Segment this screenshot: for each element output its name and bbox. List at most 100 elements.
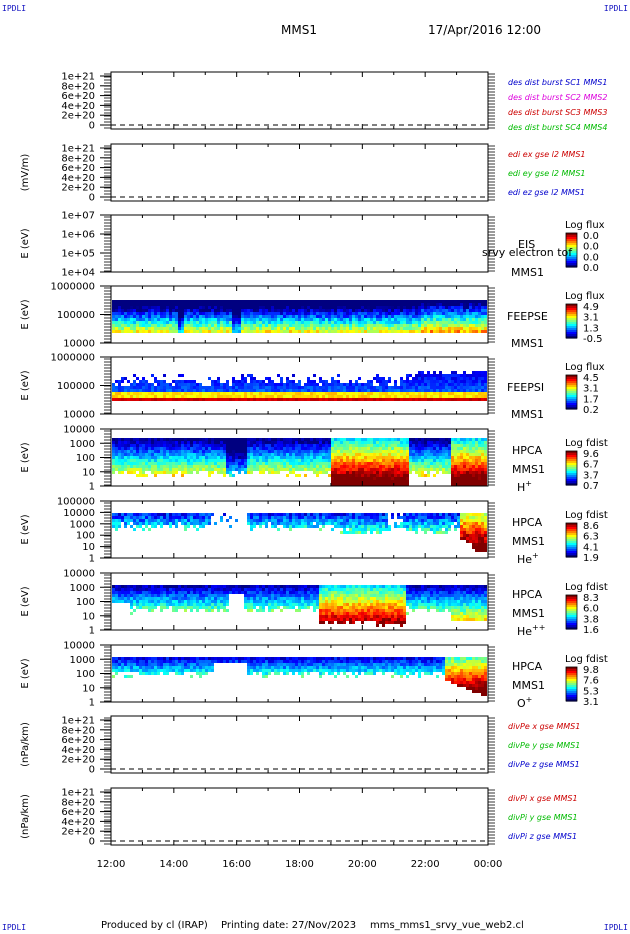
spectrogram-cell: [451, 468, 454, 471]
color-scale-swatch: [566, 326, 577, 329]
spectrogram-cell: [484, 371, 487, 374]
spectrogram-cell: [331, 324, 334, 327]
spectrogram-cell: [184, 468, 187, 471]
spectrogram-cell: [118, 456, 121, 459]
spectrogram-cell: [193, 456, 196, 459]
spectrogram-cell: [154, 519, 157, 522]
spectrogram-cell: [331, 312, 334, 315]
spectrogram-cell: [196, 386, 199, 389]
spectrogram-cell: [232, 459, 235, 462]
spectrogram-cell: [139, 395, 142, 398]
spectrogram-cell: [400, 386, 403, 389]
spectrogram-cell: [445, 389, 448, 392]
spectrogram-cell: [226, 386, 229, 389]
spectrogram-cell: [241, 465, 244, 468]
spectrogram-cell: [115, 444, 118, 447]
spectrogram-cell: [226, 465, 229, 468]
spectrogram-cell: [166, 468, 169, 471]
spectrogram-cell: [247, 447, 250, 450]
spectrogram-cell: [436, 465, 439, 468]
spectrogram-cell: [253, 309, 256, 312]
spectrogram-cell: [379, 519, 382, 522]
spectrogram-cell: [139, 516, 142, 519]
spectrogram-cell: [139, 438, 142, 441]
spectrogram-cell: [292, 300, 295, 303]
spectrogram-cell: [412, 465, 415, 468]
spectrogram-cell: [370, 450, 373, 453]
spectrogram-cell: [193, 395, 196, 398]
spectrogram-cell: [295, 309, 298, 312]
spectrogram-cell: [226, 459, 229, 462]
spectrogram-cell: [397, 315, 400, 318]
spectrogram-cell: [181, 513, 184, 516]
spectrogram-cell: [385, 312, 388, 315]
spectrogram-cell: [211, 312, 214, 315]
spectrogram-cell: [127, 459, 130, 462]
spectrogram-cell: [406, 330, 409, 333]
spectrogram-cell: [118, 330, 121, 333]
spectrogram-cell: [415, 516, 418, 519]
spectrogram-cell: [424, 321, 427, 324]
spectrogram-cell: [232, 377, 235, 380]
spectrogram-cell: [433, 312, 436, 315]
spectrogram-cell: [187, 318, 190, 321]
spectrogram-cell: [433, 441, 436, 444]
spectrogram-cell: [202, 306, 205, 309]
spectrogram-cell: [382, 395, 385, 398]
spectrogram-cell: [385, 441, 388, 444]
spectrogram-cell: [130, 389, 133, 392]
spectrogram-cell: [307, 300, 310, 303]
spectrogram-cell: [373, 465, 376, 468]
spectrogram-cell: [388, 303, 391, 306]
spectrogram-cell: [187, 380, 190, 383]
spectrogram-cell: [190, 392, 193, 395]
spectrogram-cell: [208, 513, 211, 516]
spectrogram-cell: [343, 462, 346, 465]
spectrogram-cell: [355, 303, 358, 306]
spectrogram-cell: [214, 312, 217, 315]
y-tick-label: 10000: [63, 410, 95, 421]
instrument-label: FEEPSI: [507, 381, 544, 394]
spectrogram-cell: [274, 315, 277, 318]
spectrogram-cell: [349, 480, 352, 483]
spectrogram-cell: [394, 483, 397, 486]
spectrogram-cell: [412, 303, 415, 306]
spectrogram-cell: [244, 380, 247, 383]
spectrogram-cell: [286, 519, 289, 522]
spectrogram-cell: [175, 315, 178, 318]
spectrogram-cell: [229, 315, 232, 318]
spectrogram-cell: [196, 306, 199, 309]
spectrogram-cell: [478, 386, 481, 389]
spectrogram-cell: [196, 438, 199, 441]
spectrogram-cell: [397, 300, 400, 303]
spectrogram-cell: [403, 441, 406, 444]
spectrogram-cell: [370, 444, 373, 447]
spectrogram-cell: [226, 306, 229, 309]
spectrogram-cell: [154, 309, 157, 312]
spectrogram-cell: [232, 303, 235, 306]
spectrogram-cell: [385, 330, 388, 333]
spectrogram-cell: [205, 441, 208, 444]
spectrogram-cell: [364, 525, 367, 528]
spectrogram-cell: [316, 306, 319, 309]
spectrogram-cell: [355, 330, 358, 333]
spectrogram-cell: [349, 386, 352, 389]
spectrogram-cell: [286, 522, 289, 525]
color-scale-swatch: [566, 481, 577, 484]
spectrogram-cell: [253, 516, 256, 519]
spectrogram-cell: [184, 444, 187, 447]
spectrogram-cell: [283, 462, 286, 465]
spectrogram-cell: [280, 315, 283, 318]
spectrogram-cell: [478, 480, 481, 483]
spectrogram-cell: [322, 459, 325, 462]
spectrogram-cell: [355, 480, 358, 483]
spectrogram-cell: [376, 312, 379, 315]
spectrogram-cell: [265, 303, 268, 306]
spectrogram-cell: [373, 480, 376, 483]
spectrogram-cell: [157, 321, 160, 324]
spectrogram-cell: [187, 465, 190, 468]
spectrogram-cell: [115, 438, 118, 441]
spectrogram-cell: [385, 468, 388, 471]
spectrogram-cell: [226, 453, 229, 456]
spectrogram-cell: [439, 309, 442, 312]
